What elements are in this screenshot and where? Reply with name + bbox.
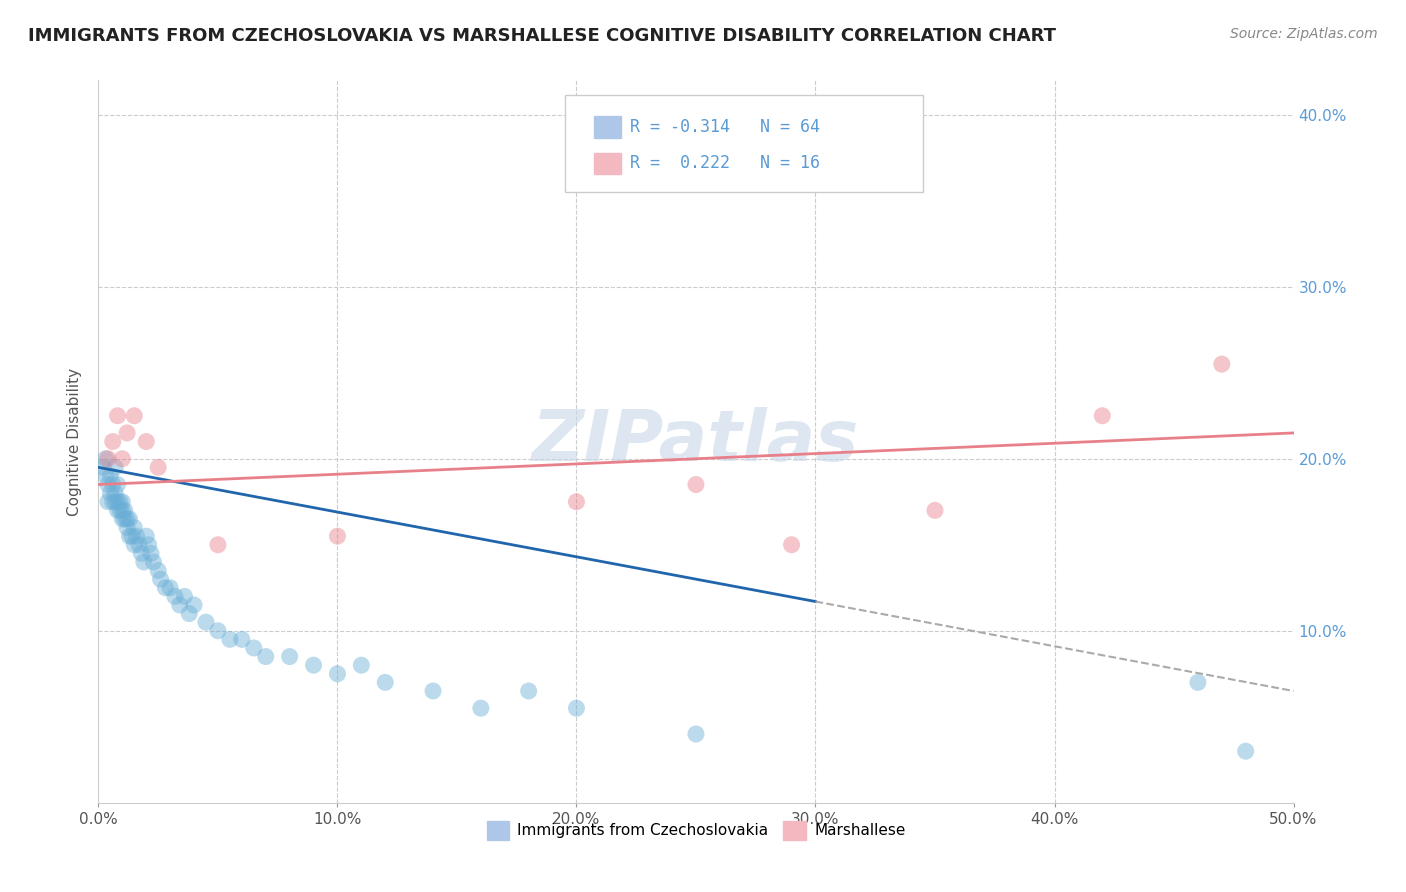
Y-axis label: Cognitive Disability: Cognitive Disability (67, 368, 83, 516)
Point (104, 486, 127, 500)
Point (118, 512, 141, 526)
Point (780, 538, 803, 552)
Point (98, 469, 122, 483)
Point (124, 409, 146, 423)
Point (124, 538, 146, 552)
Point (101, 494, 124, 508)
Point (207, 538, 229, 552)
Point (159, 581, 181, 595)
Point (108, 494, 131, 508)
Point (565, 494, 588, 508)
Point (302, 658, 325, 673)
Point (121, 529, 143, 543)
Point (243, 640, 266, 655)
Point (135, 529, 157, 543)
Point (148, 564, 170, 578)
Point (135, 434, 157, 449)
Point (470, 701, 492, 715)
Point (278, 649, 301, 664)
Point (111, 494, 134, 508)
Point (422, 684, 444, 698)
Point (98, 486, 122, 500)
FancyBboxPatch shape (595, 153, 620, 174)
Point (179, 607, 201, 621)
FancyBboxPatch shape (595, 116, 620, 138)
Point (138, 538, 160, 552)
Point (148, 460, 170, 475)
Point (104, 460, 127, 475)
Text: R = -0.314   N = 64: R = -0.314 N = 64 (630, 119, 820, 136)
Point (149, 572, 172, 586)
Point (1091, 409, 1114, 423)
Point (115, 520, 138, 534)
Point (94, 469, 117, 483)
Point (163, 590, 186, 604)
Text: IMMIGRANTS FROM CZECHOSLOVAKIA VS MARSHALLESE COGNITIVE DISABILITY CORRELATION C: IMMIGRANTS FROM CZECHOSLOVAKIA VS MARSHA… (28, 27, 1056, 45)
Point (326, 529, 349, 543)
Point (94, 451, 117, 466)
Point (104, 494, 127, 508)
Point (97, 494, 120, 508)
Point (128, 538, 150, 552)
Point (111, 503, 134, 517)
Point (350, 658, 373, 673)
Point (91, 460, 114, 475)
Point (254, 649, 277, 664)
Point (231, 632, 253, 647)
Point (207, 624, 229, 638)
Point (142, 555, 165, 569)
Point (1211, 357, 1233, 371)
FancyBboxPatch shape (565, 95, 924, 193)
Legend: Immigrants from Czechoslovakia, Marshallese: Immigrants from Czechoslovakia, Marshall… (481, 815, 911, 846)
Point (115, 512, 138, 526)
Point (114, 503, 136, 517)
Text: Source: ZipAtlas.com: Source: ZipAtlas.com (1230, 27, 1378, 41)
Point (131, 546, 153, 560)
Point (924, 503, 946, 517)
Point (125, 529, 148, 543)
Point (326, 666, 349, 681)
Point (183, 598, 205, 612)
Point (107, 494, 129, 508)
Point (97, 451, 120, 466)
Point (685, 727, 707, 741)
Text: R =  0.222   N = 16: R = 0.222 N = 16 (630, 154, 820, 172)
Point (1234, 744, 1257, 758)
Text: ZIPatlas: ZIPatlas (533, 407, 859, 476)
Point (101, 477, 124, 491)
Point (118, 529, 141, 543)
Point (101, 434, 124, 449)
Point (139, 546, 162, 560)
Point (111, 451, 134, 466)
Point (517, 684, 540, 698)
Point (107, 477, 129, 491)
Point (1187, 675, 1209, 690)
Point (685, 477, 707, 491)
Point (565, 701, 588, 715)
Point (124, 520, 146, 534)
Point (108, 503, 131, 517)
Point (219, 632, 242, 647)
Point (169, 598, 191, 612)
Point (155, 581, 177, 595)
Point (173, 590, 195, 604)
Point (107, 503, 129, 517)
Point (195, 615, 218, 630)
Point (132, 555, 155, 569)
Point (374, 675, 396, 690)
Point (111, 512, 134, 526)
Point (97, 477, 120, 491)
Point (107, 409, 129, 423)
Point (114, 512, 136, 526)
Point (115, 425, 138, 440)
